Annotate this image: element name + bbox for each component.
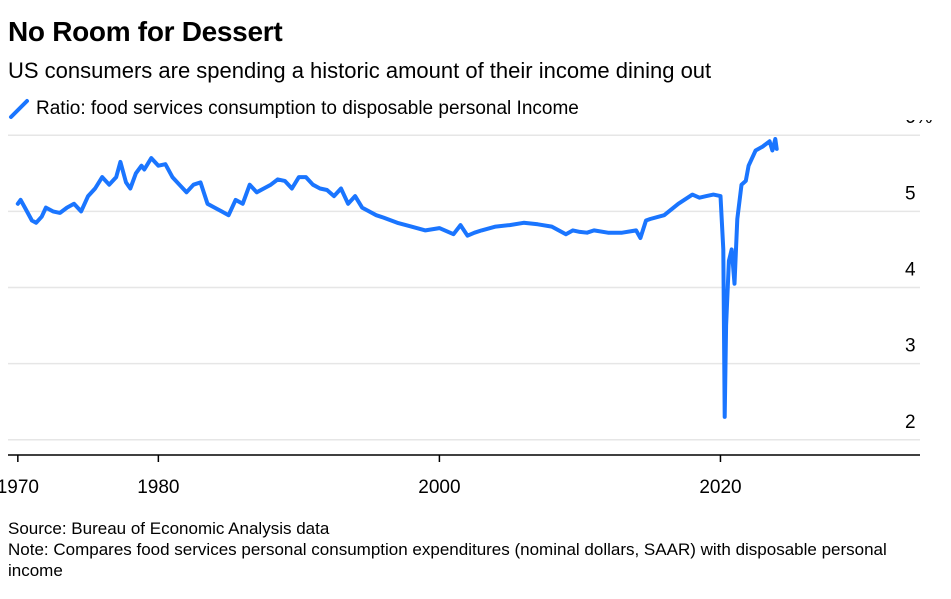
series-layer	[15, 137, 779, 419]
footer: Source: Bureau of Economic Analysis data…	[8, 518, 908, 581]
line-chart: 2 3 4 5 6% 1970 1980 2000 2020	[0, 120, 933, 498]
y-tick-label: 4	[905, 260, 916, 281]
legend-label: Ratio: food services consumption to disp…	[36, 98, 579, 119]
chart-subtitle: US consumers are spending a historic amo…	[8, 58, 712, 83]
source-note: Source: Bureau of Economic Analysis data	[8, 519, 330, 538]
gridlines	[8, 134, 920, 441]
methodology-note: Note: Compares food services personal co…	[8, 540, 887, 580]
x-tick-label: 1980	[137, 477, 179, 498]
y-tick-label: 5	[905, 183, 916, 204]
y-tick-label: 3	[905, 336, 916, 357]
y-tick-label: 2	[905, 412, 916, 433]
legend-swatch	[9, 99, 29, 119]
legend: Ratio: food services consumption to disp…	[8, 98, 579, 120]
y-axis-labels: 2 3 4 5 6%	[905, 120, 933, 433]
y-tick-label: 6%	[905, 120, 933, 128]
chart-title: No Room for Dessert	[8, 16, 283, 47]
x-tick-label: 2020	[699, 477, 741, 498]
series-line	[15, 137, 779, 419]
x-axis: 1970 1980 2000 2020	[0, 454, 920, 498]
x-tick-label: 2000	[418, 477, 460, 498]
x-tick-label: 1970	[0, 477, 39, 498]
